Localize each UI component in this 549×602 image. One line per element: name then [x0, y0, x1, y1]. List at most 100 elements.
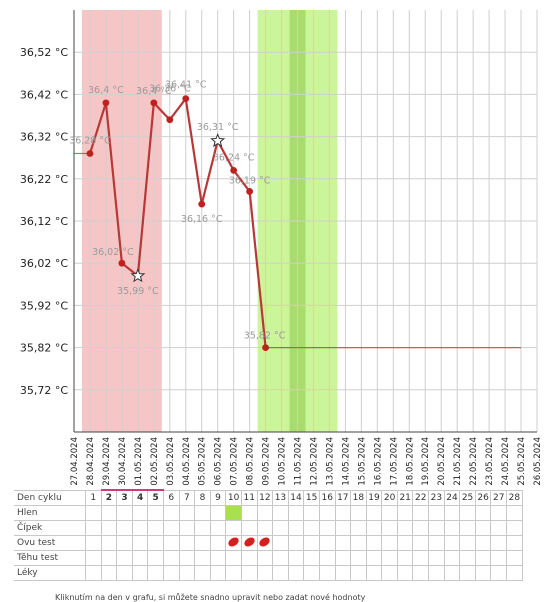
table-cell[interactable]	[100, 535, 118, 551]
table-cell[interactable]	[116, 505, 133, 521]
table-cell[interactable]	[209, 520, 227, 536]
table-cell[interactable]	[334, 550, 352, 566]
table-cell[interactable]	[131, 505, 149, 521]
table-cell[interactable]	[318, 535, 336, 551]
table-cell[interactable]	[162, 535, 180, 551]
table-cell[interactable]	[287, 505, 305, 521]
table-cell[interactable]	[100, 505, 118, 521]
table-cell[interactable]	[459, 505, 476, 521]
table-cell[interactable]	[428, 520, 445, 536]
table-cell[interactable]	[147, 550, 164, 566]
table-cell[interactable]	[85, 520, 102, 536]
table-cell[interactable]	[194, 535, 211, 551]
table-cell[interactable]	[428, 565, 445, 581]
table-cell[interactable]	[116, 550, 133, 566]
cycle-day-cell[interactable]: 23	[428, 489, 445, 506]
table-cell[interactable]	[412, 505, 430, 521]
table-cell[interactable]	[474, 505, 492, 521]
table-cell[interactable]	[506, 505, 523, 521]
table-cell[interactable]	[131, 535, 149, 551]
table-cell[interactable]	[412, 535, 430, 551]
table-cell[interactable]	[365, 535, 383, 551]
table-cell[interactable]	[396, 535, 414, 551]
table-cell[interactable]	[443, 565, 461, 581]
table-cell[interactable]	[365, 505, 383, 521]
table-cell[interactable]	[272, 505, 289, 521]
table-cell[interactable]	[209, 565, 227, 581]
table-cell[interactable]	[381, 550, 398, 566]
cycle-day-cell[interactable]: 17	[334, 489, 352, 506]
table-cell[interactable]	[116, 535, 133, 551]
cycle-day-cell[interactable]: 3	[116, 489, 133, 506]
table-cell[interactable]	[334, 535, 352, 551]
table-cell[interactable]	[272, 565, 289, 581]
table-cell[interactable]	[256, 505, 274, 521]
table-cell[interactable]	[303, 520, 320, 536]
cycle-day-cell[interactable]: 6	[162, 489, 180, 506]
table-cell[interactable]	[256, 565, 274, 581]
table-cell[interactable]	[194, 520, 211, 536]
cycle-day-cell[interactable]: 20	[381, 489, 398, 506]
cycle-day-cell[interactable]: 27	[490, 489, 508, 506]
cycle-day-cell[interactable]: 25	[459, 489, 476, 506]
table-cell[interactable]	[334, 565, 352, 581]
table-cell[interactable]	[350, 565, 367, 581]
table-cell[interactable]	[365, 520, 383, 536]
cycle-day-cell[interactable]: 21	[396, 489, 414, 506]
table-cell[interactable]	[365, 550, 383, 566]
table-cell[interactable]	[318, 520, 336, 536]
table-cell[interactable]	[194, 565, 211, 581]
table-cell[interactable]	[474, 535, 492, 551]
table-cell[interactable]	[272, 520, 289, 536]
table-cell[interactable]	[272, 550, 289, 566]
cycle-day-cell[interactable]: 18	[350, 489, 367, 506]
table-cell[interactable]	[350, 550, 367, 566]
table-cell[interactable]	[85, 550, 102, 566]
table-cell[interactable]	[334, 520, 352, 536]
table-cell[interactable]	[225, 550, 242, 566]
table-cell[interactable]	[287, 520, 305, 536]
table-cell[interactable]	[428, 550, 445, 566]
table-cell[interactable]	[147, 505, 164, 521]
cycle-day-cell[interactable]: 8	[194, 489, 211, 506]
table-cell[interactable]	[396, 520, 414, 536]
table-cell[interactable]	[459, 520, 476, 536]
table-cell[interactable]	[116, 520, 133, 536]
cycle-day-cell[interactable]: 9	[209, 489, 227, 506]
table-cell[interactable]	[412, 565, 430, 581]
table-cell[interactable]	[381, 535, 398, 551]
cycle-day-cell[interactable]: 26	[474, 489, 492, 506]
table-cell[interactable]	[272, 535, 289, 551]
cycle-day-cell[interactable]: 5	[147, 489, 164, 506]
table-cell[interactable]	[256, 520, 274, 536]
table-cell[interactable]	[147, 520, 164, 536]
table-cell[interactable]	[100, 550, 118, 566]
table-cell[interactable]	[443, 520, 461, 536]
cycle-day-cell[interactable]: 28	[506, 489, 523, 506]
ovu-positive-cell[interactable]	[256, 535, 274, 551]
table-cell[interactable]	[474, 550, 492, 566]
table-cell[interactable]	[287, 565, 305, 581]
cycle-day-cell[interactable]: 14	[287, 489, 305, 506]
cycle-day-cell[interactable]: 19	[365, 489, 383, 506]
table-cell[interactable]	[318, 550, 336, 566]
table-cell[interactable]	[303, 535, 320, 551]
table-cell[interactable]	[490, 505, 508, 521]
cycle-day-cell[interactable]: 22	[412, 489, 430, 506]
table-cell[interactable]	[287, 550, 305, 566]
table-cell[interactable]	[209, 505, 227, 521]
cycle-day-cell[interactable]: 4	[131, 489, 149, 506]
cycle-day-cell[interactable]: 24	[443, 489, 461, 506]
table-cell[interactable]	[350, 505, 367, 521]
cycle-day-cell[interactable]: 13	[272, 489, 289, 506]
table-cell[interactable]	[490, 535, 508, 551]
table-cell[interactable]	[162, 550, 180, 566]
table-cell[interactable]	[443, 550, 461, 566]
table-cell[interactable]	[428, 505, 445, 521]
cycle-day-cell[interactable]: 1	[85, 489, 102, 506]
table-cell[interactable]	[303, 505, 320, 521]
table-cell[interactable]	[474, 520, 492, 536]
table-cell[interactable]	[162, 565, 180, 581]
cycle-day-cell[interactable]: 16	[318, 489, 336, 506]
table-cell[interactable]	[147, 535, 164, 551]
